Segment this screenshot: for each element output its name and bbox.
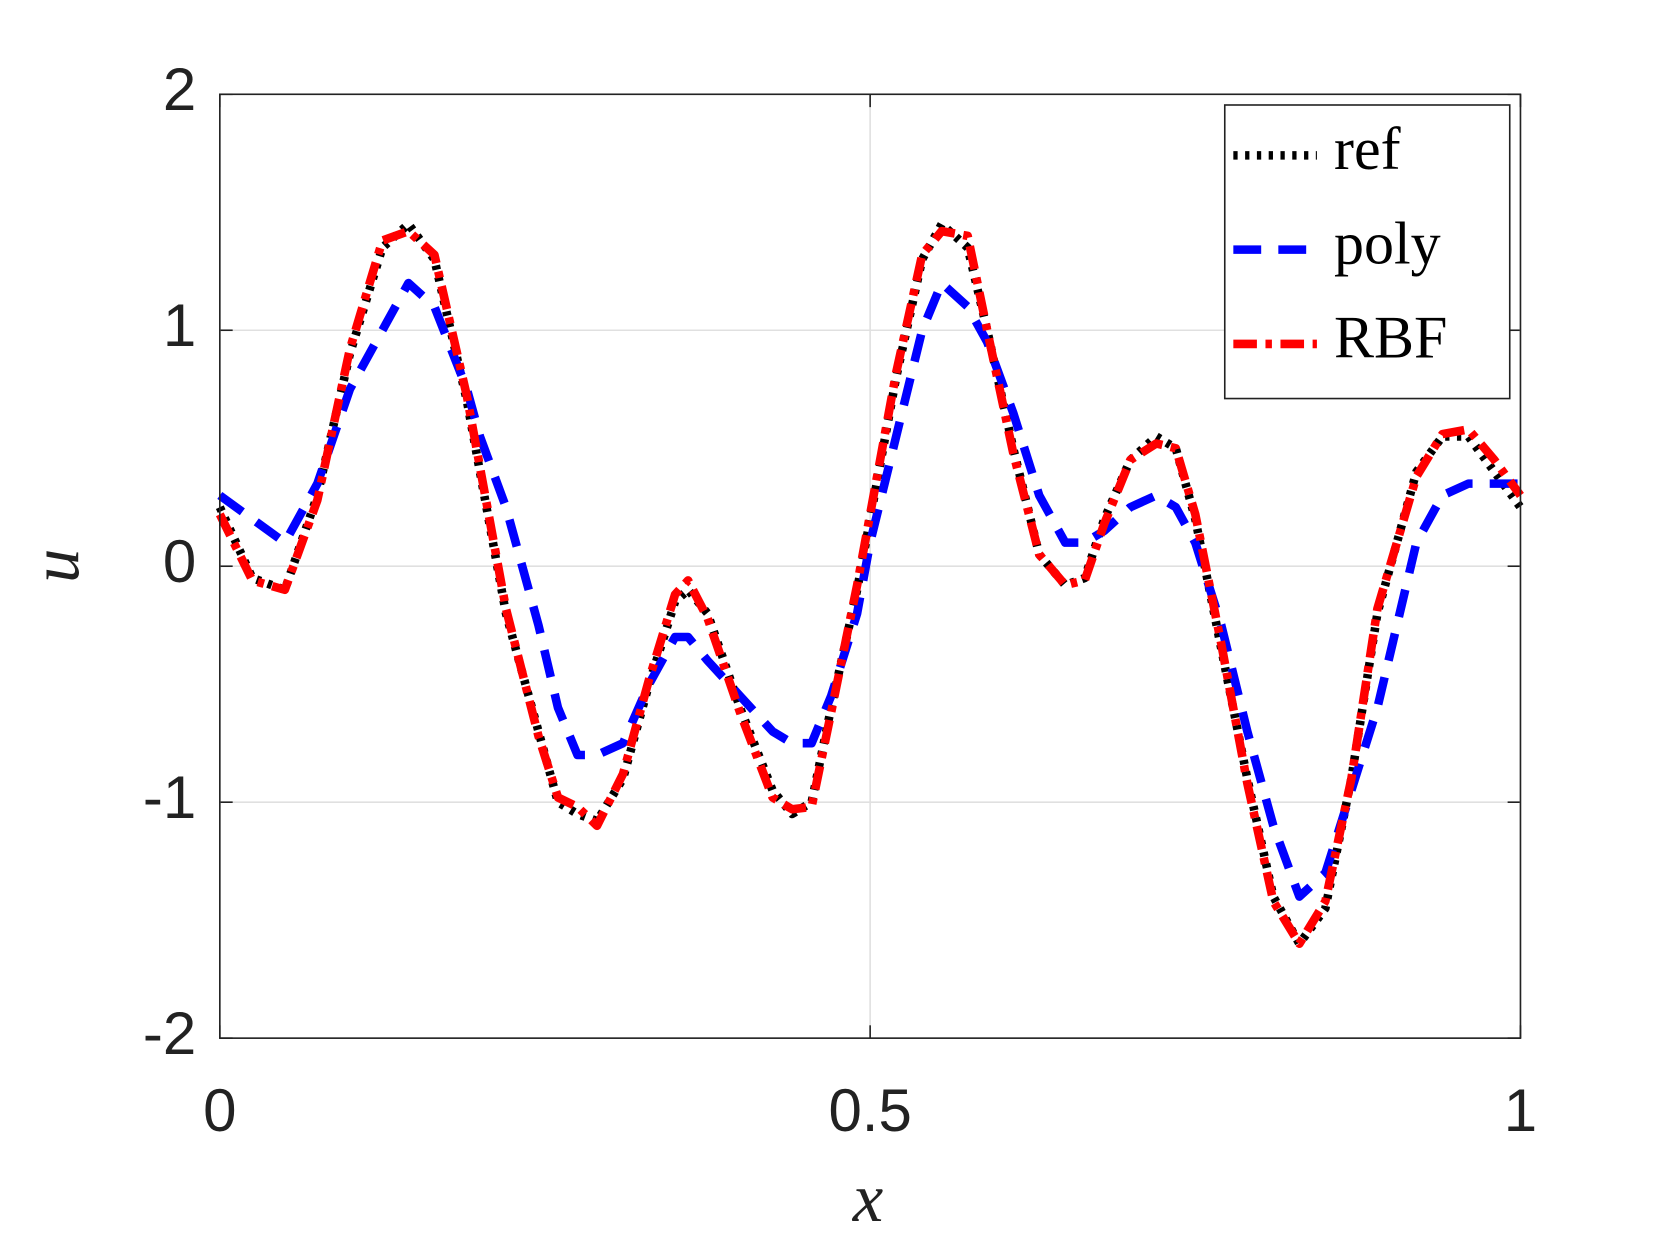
axes-box bbox=[219, 93, 1522, 1039]
x-tick-label: 0.5 bbox=[828, 1077, 911, 1144]
legend-label: poly bbox=[1334, 210, 1441, 276]
y-tick-label: -2 bbox=[143, 1000, 196, 1067]
x-tick-label: 0 bbox=[203, 1077, 236, 1144]
y-tick-label: 0 bbox=[163, 528, 196, 595]
y-axis-label: u bbox=[17, 549, 93, 583]
data-line bbox=[217, 278, 1521, 901]
legend-label: ref bbox=[1334, 116, 1401, 182]
x-tick-label: 1 bbox=[1504, 1077, 1537, 1144]
x-axis-label: x bbox=[852, 1160, 883, 1236]
legend-label: RBF bbox=[1334, 305, 1447, 371]
y-tick-label: 1 bbox=[163, 292, 196, 359]
data-line bbox=[215, 226, 1524, 949]
y-tick-label: 2 bbox=[163, 56, 196, 123]
y-tick-label: -1 bbox=[143, 764, 196, 831]
